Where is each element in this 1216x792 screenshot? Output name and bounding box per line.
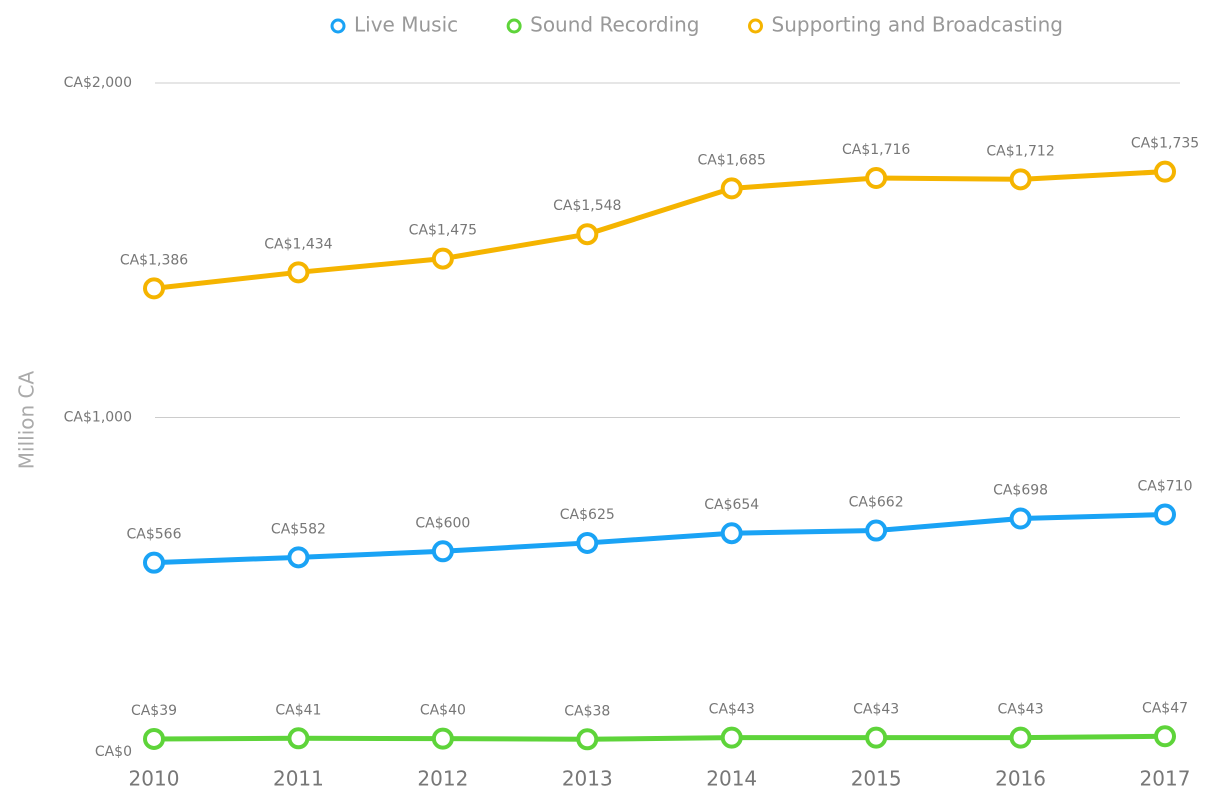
data-label: CA$1,386 (120, 252, 188, 268)
legend-icon (506, 18, 522, 34)
data-point (431, 540, 454, 563)
x-tick-label: 2014 (706, 767, 757, 791)
series-line (153, 733, 1166, 742)
data-point (287, 727, 310, 750)
data-point (865, 519, 888, 542)
y-tick-label: CA$0 (95, 744, 132, 760)
data-label: CA$43 (853, 702, 899, 718)
data-point (143, 551, 165, 574)
data-label: CA$43 (709, 702, 755, 718)
data-point (1154, 160, 1176, 183)
y-tick-label: CA$1,000 (64, 410, 132, 426)
legend-label: Supporting and Broadcasting (772, 13, 1063, 37)
data-label: CA$654 (704, 497, 759, 513)
data-point (1009, 726, 1032, 749)
data-point (720, 177, 743, 200)
data-point (576, 728, 599, 751)
data-label: CA$625 (560, 507, 615, 523)
data-point (1009, 507, 1032, 530)
data-label: CA$600 (415, 515, 470, 531)
data-point (865, 166, 888, 189)
data-point (576, 531, 599, 554)
data-label: CA$698 (993, 483, 1048, 499)
y-tick-label: CA$2,000 (64, 75, 132, 91)
data-label: CA$1,716 (842, 142, 910, 158)
data-label: CA$1,475 (409, 223, 477, 239)
x-tick-label: 2017 (1140, 767, 1191, 791)
legend-icon (330, 18, 346, 34)
legend-icon (748, 18, 764, 34)
data-label: CA$47 (1142, 700, 1188, 716)
data-label: CA$38 (564, 703, 610, 719)
x-tick-label: 2011 (273, 767, 324, 791)
data-point (576, 223, 599, 246)
legend-label: Sound Recording (530, 13, 699, 37)
data-point (1154, 503, 1176, 526)
data-label: CA$40 (420, 703, 466, 719)
data-label: CA$41 (275, 702, 321, 718)
data-point (287, 261, 310, 284)
data-label: CA$710 (1138, 479, 1193, 495)
data-label: CA$662 (849, 495, 904, 511)
data-label: CA$1,735 (1131, 136, 1199, 152)
data-point (720, 522, 743, 545)
data-label: CA$566 (127, 527, 182, 543)
data-point (865, 726, 888, 749)
data-label: CA$1,685 (698, 152, 766, 168)
data-point (431, 727, 454, 750)
data-label: CA$43 (998, 702, 1044, 718)
data-point (720, 726, 743, 749)
x-tick-label: 2010 (129, 767, 180, 791)
series-line (153, 169, 1166, 291)
data-point (143, 727, 165, 750)
x-tick-label: 2012 (417, 767, 468, 791)
data-point (287, 546, 310, 569)
x-tick-label: 2013 (562, 767, 613, 791)
series-line (153, 512, 1166, 566)
legend-label: Live Music (354, 13, 458, 37)
data-label: CA$1,434 (264, 236, 332, 252)
x-tick-label: 2015 (851, 767, 902, 791)
data-label: CA$582 (271, 521, 326, 537)
data-label: CA$1,548 (553, 198, 621, 214)
y-axis-label: Million CA (15, 370, 39, 469)
data-point (1009, 168, 1032, 191)
data-point (143, 277, 165, 300)
data-label: CA$1,712 (986, 143, 1054, 159)
data-point (1154, 725, 1176, 748)
x-tick-label: 2016 (995, 767, 1046, 791)
data-label: CA$39 (131, 703, 177, 719)
data-point (431, 247, 454, 270)
